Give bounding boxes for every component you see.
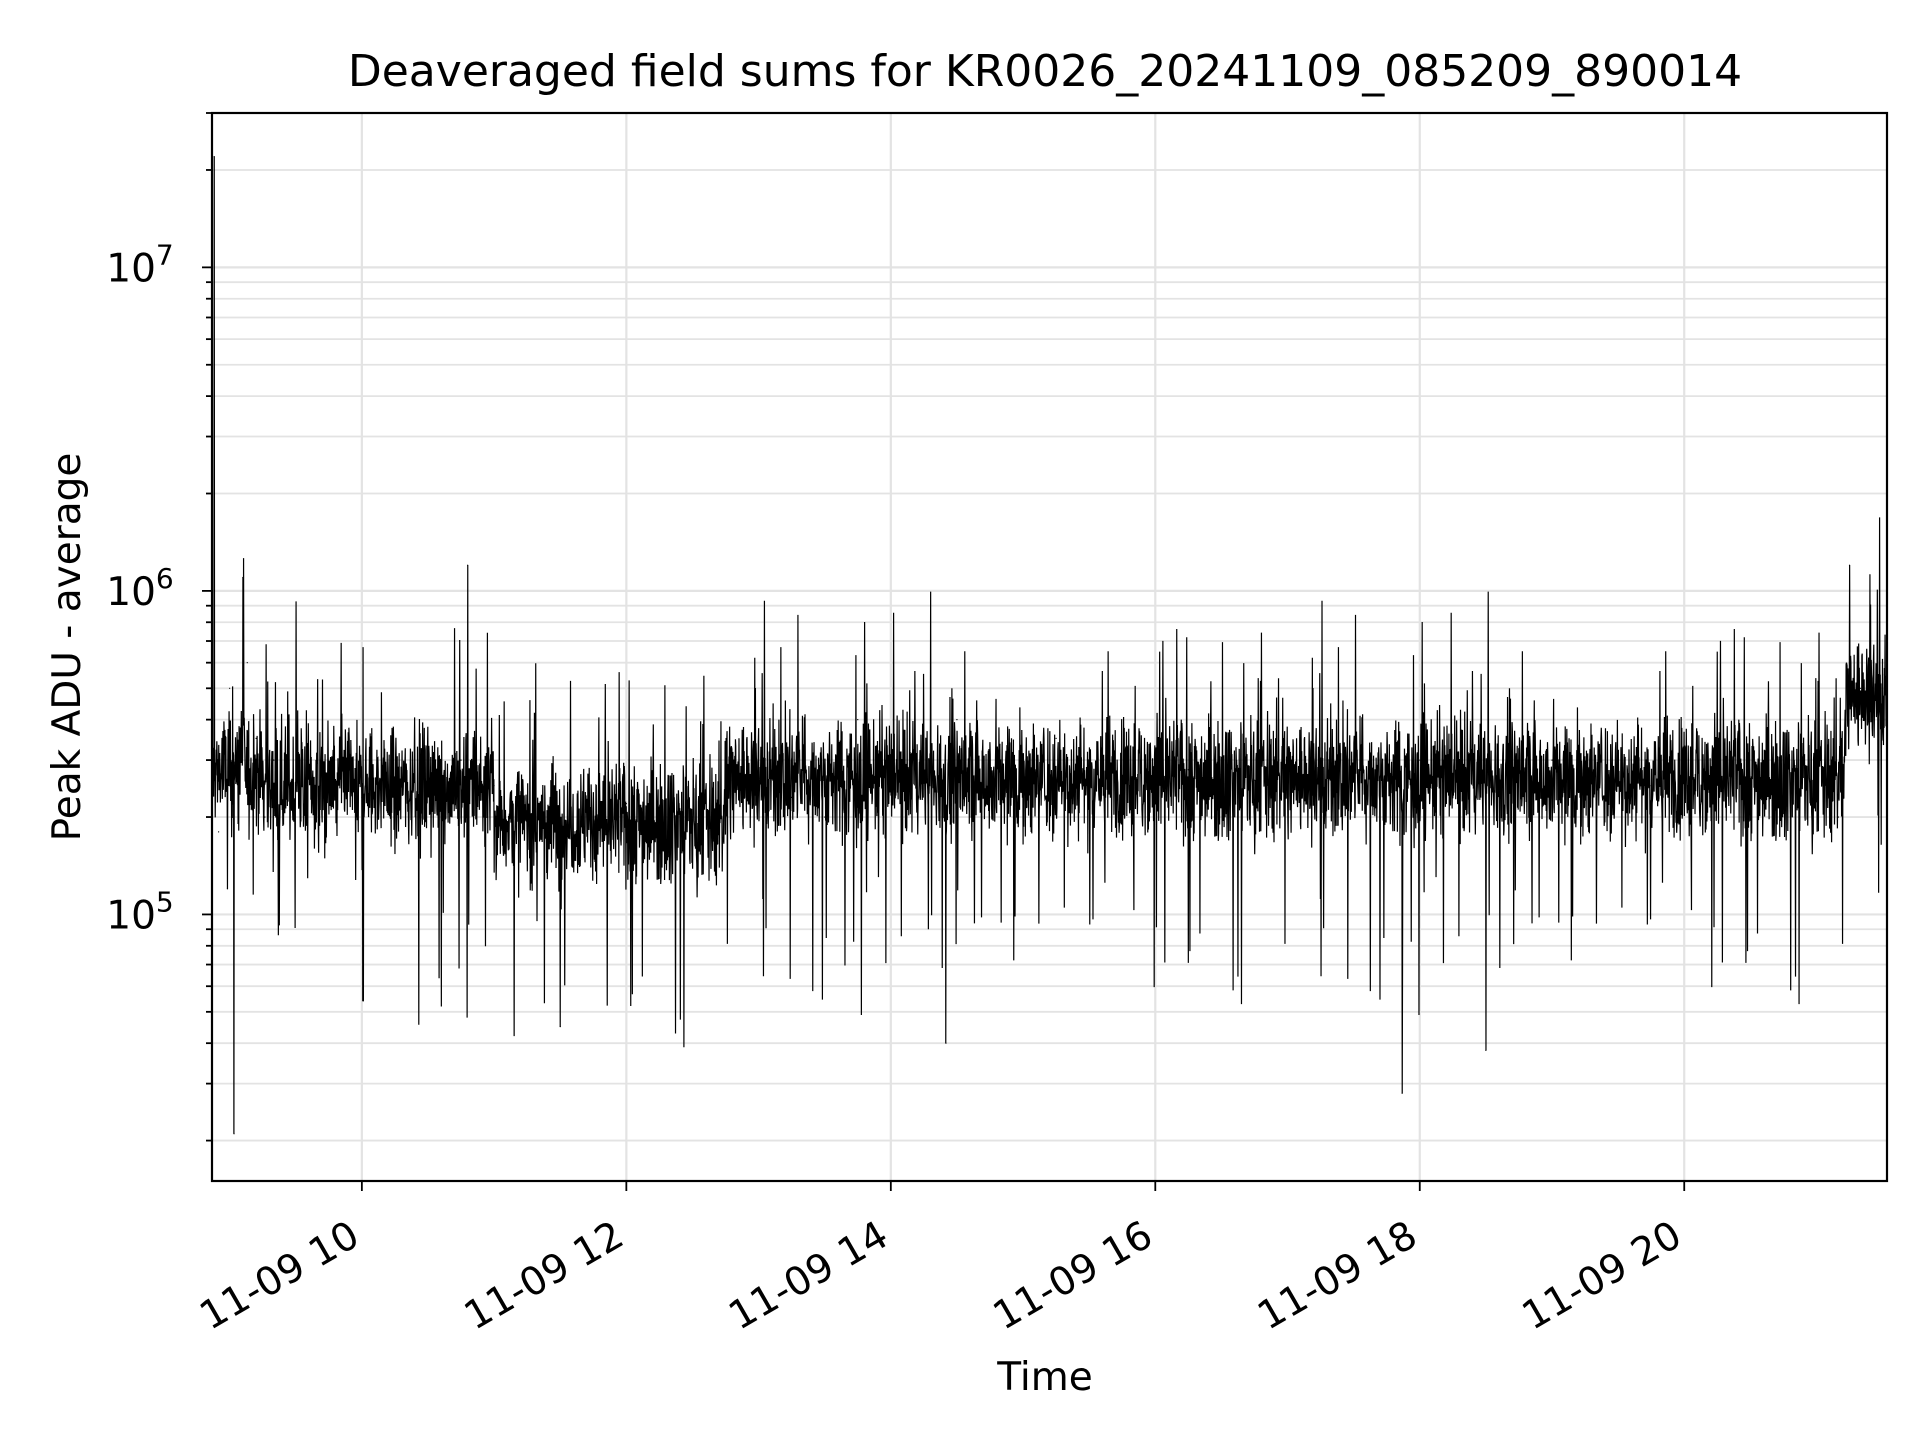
data-point bbox=[242, 576, 244, 579]
data-point bbox=[890, 759, 892, 761]
data-point bbox=[923, 769, 925, 771]
data-point bbox=[1401, 1092, 1403, 1094]
data-point bbox=[791, 796, 793, 799]
data-point bbox=[1220, 774, 1223, 776]
y-axis-label: Peak ADU - average bbox=[45, 453, 90, 842]
data-point bbox=[1782, 790, 1785, 793]
x-gridlines bbox=[360, 113, 1686, 1181]
data-point bbox=[1055, 737, 1057, 740]
data-point bbox=[945, 1042, 947, 1044]
chart-title: Deaveraged field sums for KR0026_2024110… bbox=[348, 46, 1742, 97]
data-point bbox=[824, 816, 826, 818]
data-point bbox=[857, 719, 859, 721]
data-point bbox=[1386, 774, 1388, 776]
data-point bbox=[592, 816, 594, 818]
data-point bbox=[658, 831, 661, 833]
y-tick-label: 106 bbox=[106, 562, 173, 615]
data-point bbox=[460, 759, 462, 761]
data-point bbox=[361, 796, 363, 799]
series-line bbox=[212, 156, 1887, 1134]
data-point bbox=[229, 687, 231, 689]
data-point bbox=[222, 737, 224, 740]
data-point bbox=[264, 816, 266, 818]
data-point bbox=[526, 816, 528, 818]
y-axis-ticks: 105 106 107 bbox=[106, 112, 212, 1142]
data-point bbox=[724, 785, 727, 787]
data-point bbox=[1452, 785, 1454, 787]
data-point bbox=[1419, 759, 1421, 761]
data-point bbox=[213, 155, 215, 158]
y-tick-label: 105 bbox=[106, 885, 173, 938]
series-layer bbox=[212, 155, 1887, 1135]
data-point bbox=[1815, 796, 1818, 799]
data-point bbox=[246, 662, 248, 664]
data-point bbox=[493, 785, 495, 787]
data-point bbox=[559, 1026, 561, 1028]
data-point bbox=[1518, 769, 1520, 771]
data-point bbox=[427, 779, 429, 781]
data-point bbox=[1749, 785, 1751, 787]
data-point bbox=[255, 737, 257, 740]
data-point bbox=[233, 1133, 235, 1135]
data-point bbox=[1716, 769, 1718, 771]
data-point bbox=[328, 769, 330, 771]
data-point bbox=[1286, 759, 1289, 761]
plot-area bbox=[212, 113, 1887, 1181]
data-point bbox=[625, 803, 627, 805]
data-point bbox=[226, 888, 229, 890]
data-point bbox=[1485, 1049, 1487, 1051]
data-point bbox=[467, 564, 469, 566]
data-point bbox=[1584, 779, 1586, 781]
data-point bbox=[237, 769, 240, 771]
data-point bbox=[1253, 779, 1256, 781]
data-point bbox=[1088, 769, 1090, 771]
data-point bbox=[1870, 702, 1873, 704]
data-point bbox=[218, 831, 220, 833]
data-point bbox=[1022, 785, 1024, 787]
data-point bbox=[757, 759, 760, 761]
data-point bbox=[295, 785, 297, 787]
data-point bbox=[1551, 759, 1553, 761]
data-point bbox=[691, 816, 694, 818]
data-point bbox=[273, 759, 275, 761]
data-point bbox=[1353, 779, 1355, 781]
data-point bbox=[1319, 769, 1322, 771]
x-axis-label: Time bbox=[996, 1355, 1092, 1400]
data-point bbox=[1683, 779, 1685, 781]
data-point bbox=[1881, 674, 1884, 676]
data-point bbox=[989, 759, 991, 761]
plot-frame bbox=[210, 111, 1889, 1183]
data-point bbox=[1848, 564, 1851, 566]
y-tick-label: 107 bbox=[106, 238, 173, 291]
data-point bbox=[956, 719, 958, 721]
data-point bbox=[394, 816, 396, 818]
data-point bbox=[1617, 774, 1619, 776]
data-point bbox=[1650, 785, 1652, 787]
data-point bbox=[1187, 769, 1189, 771]
data-point bbox=[1837, 816, 1840, 818]
data-point bbox=[1859, 687, 1862, 689]
data-point bbox=[1154, 759, 1156, 761]
data-point bbox=[1121, 779, 1123, 781]
